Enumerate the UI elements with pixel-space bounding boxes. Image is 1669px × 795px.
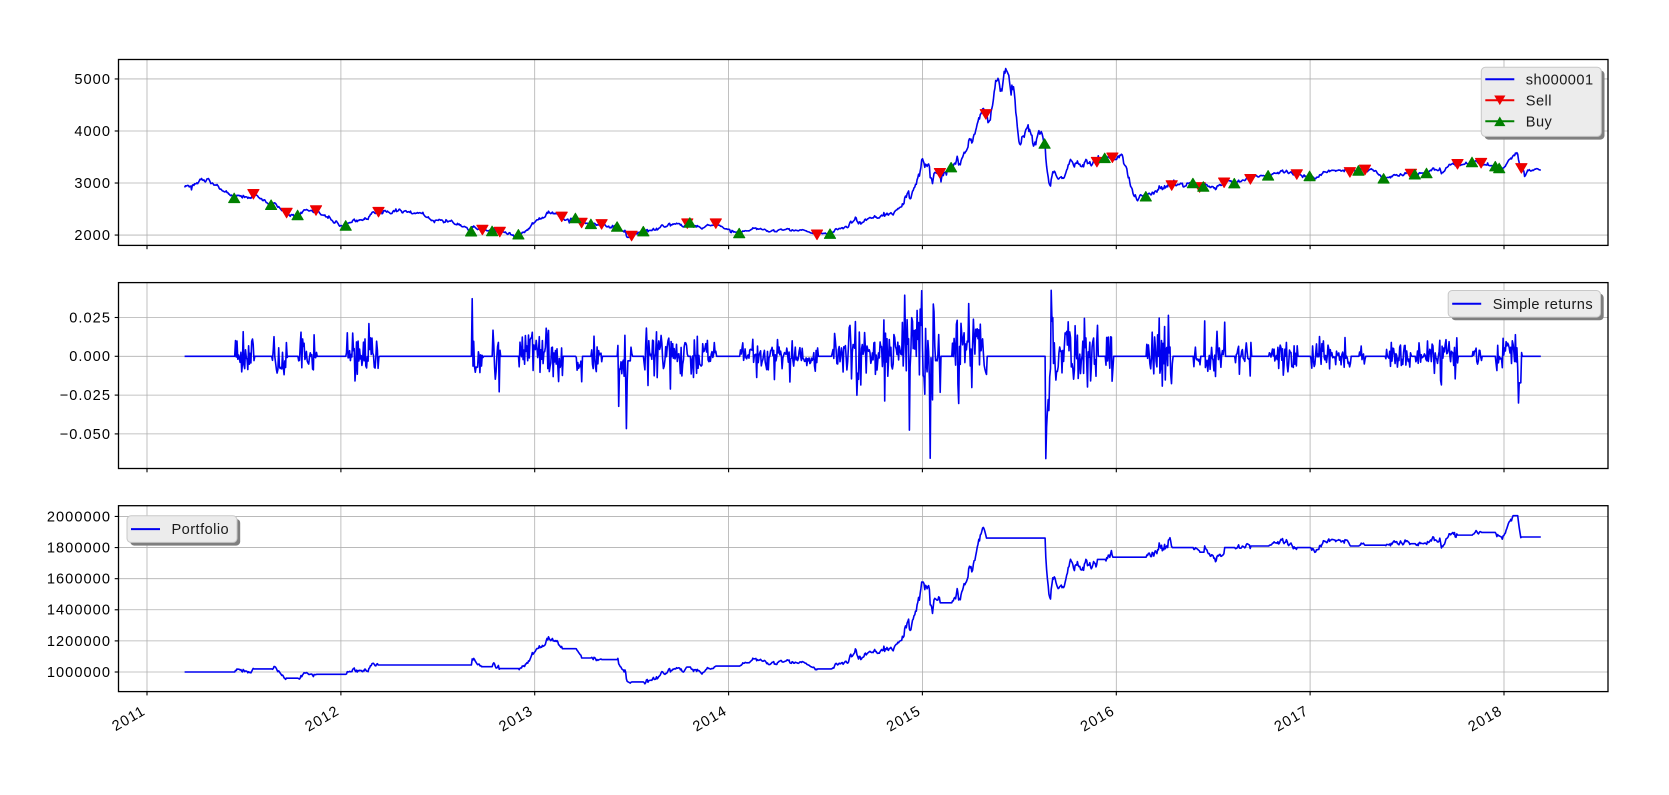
svg-text:1200000: 1200000 bbox=[47, 634, 111, 650]
svg-text:1000000: 1000000 bbox=[47, 665, 111, 681]
svg-text:−0.025: −0.025 bbox=[60, 388, 111, 404]
svg-text:2000: 2000 bbox=[74, 228, 111, 244]
svg-text:Sell: Sell bbox=[1526, 93, 1552, 109]
svg-text:−0.050: −0.050 bbox=[60, 427, 111, 443]
svg-text:sh000001: sh000001 bbox=[1526, 72, 1594, 88]
svg-text:3000: 3000 bbox=[74, 176, 111, 192]
svg-text:Buy: Buy bbox=[1526, 114, 1553, 130]
svg-text:4000: 4000 bbox=[74, 124, 111, 140]
svg-text:Portfolio: Portfolio bbox=[172, 522, 230, 538]
svg-text:Simple returns: Simple returns bbox=[1493, 297, 1593, 313]
svg-text:5000: 5000 bbox=[74, 72, 111, 88]
svg-text:1800000: 1800000 bbox=[47, 540, 111, 556]
svg-text:2000000: 2000000 bbox=[47, 509, 111, 525]
svg-text:0.025: 0.025 bbox=[69, 310, 111, 326]
svg-text:0.000: 0.000 bbox=[69, 349, 111, 365]
svg-text:1600000: 1600000 bbox=[47, 572, 111, 588]
svg-text:1400000: 1400000 bbox=[47, 603, 111, 619]
